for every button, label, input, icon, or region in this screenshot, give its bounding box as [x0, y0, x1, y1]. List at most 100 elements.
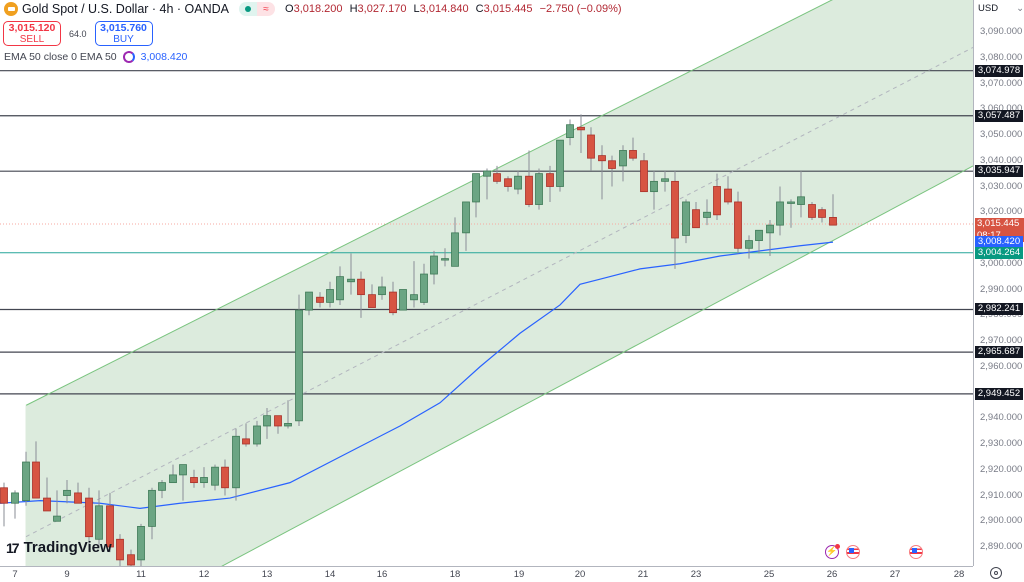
symbol-title[interactable]: Gold Spot / U.S. Dollar · 4h · OANDA — [22, 2, 230, 16]
candle-body[interactable] — [462, 201, 470, 234]
price-axis[interactable]: USD 3,090.000 3,080.000 3,070.000 3,060.000… — [973, 0, 1024, 566]
us-flag-event-icon[interactable] — [909, 545, 923, 559]
candle-body[interactable] — [148, 489, 156, 527]
candle-body[interactable] — [232, 435, 240, 489]
candle-body[interactable] — [357, 278, 365, 296]
time-tick: 27 — [889, 569, 901, 580]
tradingview-logo[interactable]: 17 TradingView — [6, 539, 112, 556]
candle-body[interactable] — [493, 173, 501, 182]
candle-body[interactable] — [378, 286, 386, 296]
candle-body[interactable] — [734, 201, 742, 249]
currency-selector[interactable]: USD — [978, 3, 1024, 14]
candle-body[interactable] — [211, 466, 219, 486]
candle-body[interactable] — [703, 211, 711, 218]
candle-body[interactable] — [829, 216, 837, 226]
candle-body[interactable] — [598, 155, 606, 162]
candle-body[interactable] — [22, 461, 30, 502]
candle-body[interactable] — [316, 296, 324, 303]
candle-body[interactable] — [347, 278, 355, 283]
candle-body[interactable] — [106, 505, 114, 548]
candle-body[interactable] — [11, 492, 19, 504]
candle-body[interactable] — [221, 466, 229, 489]
candle-body[interactable] — [43, 497, 51, 512]
candle-body[interactable] — [85, 497, 93, 538]
candle-body[interactable] — [483, 170, 491, 177]
candle-body[interactable] — [127, 554, 135, 566]
buy-button[interactable]: 3,015.760 BUY — [94, 21, 153, 46]
candle-body[interactable] — [514, 175, 522, 190]
candle-body[interactable] — [546, 173, 554, 187]
candle-body[interactable] — [368, 294, 376, 308]
candle-body[interactable] — [305, 291, 313, 311]
candle-body[interactable] — [692, 209, 700, 229]
candle-body[interactable] — [410, 294, 418, 301]
candle-body[interactable] — [808, 204, 816, 218]
us-flag-event-icon[interactable] — [846, 545, 860, 559]
flash-event-icon[interactable]: ⚡ — [825, 544, 840, 559]
candle-body[interactable] — [818, 209, 826, 218]
candle-body[interactable] — [74, 492, 82, 504]
channel-upper-line[interactable] — [25, 0, 973, 406]
candle-body[interactable] — [284, 422, 292, 427]
candle-body[interactable] — [242, 438, 250, 445]
candle-body[interactable] — [682, 201, 690, 236]
candle-body[interactable] — [713, 186, 721, 216]
candle-body[interactable] — [608, 160, 616, 169]
indicator-legend[interactable]: EMA 50 close 0 EMA 50 3,008.420 — [4, 51, 187, 63]
candle-body[interactable] — [619, 150, 627, 167]
candle-body[interactable] — [797, 196, 805, 205]
time-axis[interactable]: 7 9 11 12 13 14 16 18 19 20 21 23 25 26 27 28 — [0, 566, 973, 582]
sell-button[interactable]: 3,015.120 SELL — [3, 21, 61, 46]
candle-body[interactable] — [661, 178, 669, 182]
candle-body[interactable] — [399, 289, 407, 311]
price-chart-canvas[interactable] — [0, 0, 973, 566]
candle-body[interactable] — [472, 173, 480, 203]
candle-body[interactable] — [451, 232, 459, 267]
candle-body[interactable] — [556, 139, 564, 187]
market-status[interactable]: ≈ — [239, 2, 276, 16]
candle-body[interactable] — [629, 150, 637, 159]
candle-body[interactable] — [671, 180, 679, 239]
time-tick: 25 — [763, 569, 775, 580]
candle-body[interactable] — [787, 201, 795, 204]
gear-icon[interactable] — [990, 567, 1002, 579]
candle-body[interactable] — [577, 126, 585, 131]
candle-body[interactable] — [566, 124, 574, 138]
candle-body[interactable] — [263, 415, 271, 427]
candle-body[interactable] — [274, 415, 282, 427]
candle-body[interactable] — [326, 289, 334, 303]
candle-body[interactable] — [190, 477, 198, 484]
candle-body[interactable] — [169, 474, 177, 484]
candle-body[interactable] — [755, 229, 763, 241]
candle-body[interactable] — [53, 515, 61, 522]
candle-body[interactable] — [336, 276, 344, 301]
candle-body[interactable] — [200, 477, 208, 484]
candle-body[interactable] — [504, 178, 512, 187]
channel-lower-line[interactable] — [26, 165, 973, 566]
candle-body[interactable] — [295, 309, 303, 422]
candle-body[interactable] — [32, 461, 40, 499]
candle-body[interactable] — [650, 180, 658, 193]
candle-body[interactable] — [430, 255, 438, 275]
candle-body[interactable] — [587, 134, 595, 159]
candle-body[interactable] — [766, 224, 774, 234]
support-price-label: 3,004.264 — [975, 246, 1023, 259]
candle-body[interactable] — [776, 201, 784, 226]
candle-body[interactable] — [745, 240, 753, 249]
candle-body[interactable] — [420, 273, 428, 303]
candle-body[interactable] — [158, 482, 166, 491]
candle-body[interactable] — [95, 505, 103, 540]
time-tick: 21 — [637, 569, 649, 580]
candle-body[interactable] — [535, 173, 543, 205]
candle-body[interactable] — [640, 160, 648, 193]
candle-body[interactable] — [389, 291, 397, 314]
candle-body[interactable] — [0, 487, 8, 504]
candle-body[interactable] — [525, 175, 533, 205]
candle-body[interactable] — [441, 258, 449, 261]
candle-body[interactable] — [63, 489, 71, 496]
candle-body[interactable] — [253, 425, 261, 445]
candle-body[interactable] — [137, 526, 145, 561]
candle-body[interactable] — [179, 464, 187, 476]
candle-body[interactable] — [724, 188, 732, 203]
candle-body[interactable] — [116, 538, 124, 561]
